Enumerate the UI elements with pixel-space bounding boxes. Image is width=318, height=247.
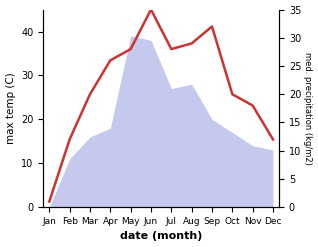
X-axis label: date (month): date (month) <box>120 231 202 242</box>
Y-axis label: med. precipitation (kg/m2): med. precipitation (kg/m2) <box>303 52 313 165</box>
Y-axis label: max temp (C): max temp (C) <box>5 72 16 144</box>
